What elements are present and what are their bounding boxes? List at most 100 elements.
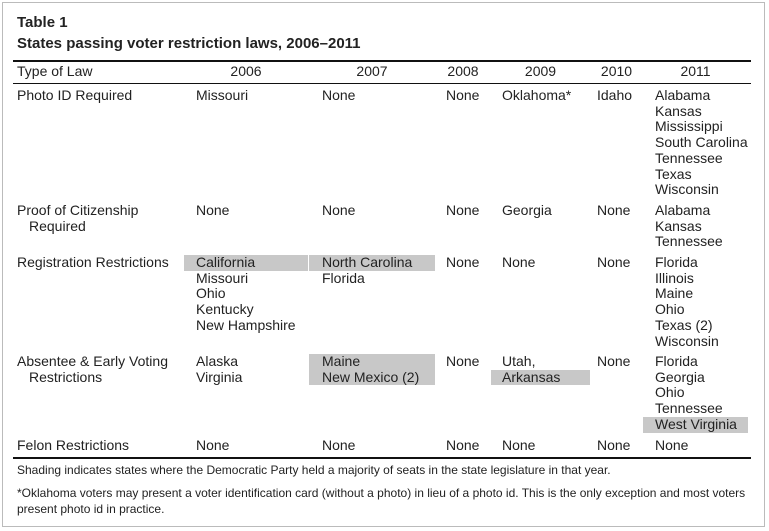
column-header: 2006 — [230, 63, 262, 79]
shaded-entry: North Carolina — [309, 254, 435, 271]
entry: Florida — [655, 353, 698, 369]
cell: None — [184, 202, 308, 219]
entry: Tennessee — [655, 400, 723, 417]
cell: California Missouri Ohio Kentucky New Hampsh… — [184, 254, 308, 334]
cell: Oklahoma* — [491, 87, 590, 104]
shaded-entry: Maine — [309, 353, 435, 370]
cell: Alaska Virginia — [184, 353, 308, 385]
entry: Alabama — [655, 202, 711, 218]
row-label: Absentee & Early Voting Restrictions — [17, 353, 168, 385]
entry: Kansas — [655, 217, 702, 234]
entry: New Hampshire — [196, 316, 296, 333]
column-header: Type of Law — [17, 63, 93, 79]
entry: Kentucky — [196, 301, 254, 318]
entry: Tennessee — [655, 149, 723, 166]
entry: None — [446, 353, 480, 369]
cell: Utah, Arkansas — [491, 353, 590, 386]
cell: None — [436, 87, 490, 104]
entry: Mississippi — [655, 118, 723, 135]
entry: Tennessee — [655, 233, 723, 250]
entry: Alabama — [655, 87, 711, 103]
column-header: 2007 — [356, 63, 388, 79]
shaded-entry: New Mexico (2) — [309, 369, 435, 386]
note: Shading indicates states where the Democ… — [17, 463, 611, 477]
column-header: 2009 — [524, 63, 557, 79]
cell: None — [309, 437, 435, 454]
cell: Georgia — [491, 202, 590, 219]
entry: None — [597, 202, 631, 218]
bottom-rule — [13, 457, 751, 459]
cell: Missouri — [184, 87, 308, 104]
entry: Ohio — [655, 384, 685, 401]
entry: None — [446, 202, 480, 218]
column-header: 2008 — [447, 63, 479, 79]
entry: Virginia — [196, 368, 243, 385]
row-label: Registration Restrictions — [17, 254, 169, 270]
entry: None — [446, 437, 480, 453]
cell: Idaho — [591, 87, 642, 104]
entry: Illinois — [655, 269, 694, 286]
entry: None — [502, 437, 536, 453]
shaded-entry: Arkansas — [491, 369, 590, 386]
top-rule — [13, 60, 751, 62]
entry: None — [446, 87, 480, 103]
cell: None — [309, 202, 435, 219]
cell: None — [591, 437, 642, 454]
shaded-entry: West Virginia — [643, 416, 748, 433]
entry: Texas (2) — [655, 316, 713, 333]
entry: Florida — [655, 254, 698, 270]
entry: Alaska — [196, 353, 239, 369]
cell: None — [643, 437, 748, 454]
entry: Missouri — [196, 87, 249, 103]
row-label: Photo ID Required — [17, 87, 133, 103]
cell: None — [491, 254, 590, 271]
cell: None — [309, 87, 435, 104]
entry: None — [196, 202, 230, 218]
entry: None — [597, 353, 631, 369]
entry: Georgia — [655, 368, 705, 385]
column-header: 2010 — [600, 63, 633, 79]
cell: None — [436, 202, 490, 219]
cell: Florida Georgia Ohio Tennessee West Virginia — [643, 353, 748, 433]
header-rule — [13, 83, 751, 84]
entry: None — [446, 254, 480, 270]
cell: None — [591, 254, 642, 271]
cell: None — [491, 437, 590, 454]
shaded-entry: California — [184, 254, 308, 271]
entry: Oklahoma* — [502, 87, 572, 103]
entry: Georgia — [502, 202, 552, 218]
cell: None — [591, 353, 642, 370]
entry: None — [597, 437, 631, 453]
table-number: Table 1 — [17, 14, 68, 31]
cell: None — [436, 437, 490, 454]
cell: Florida Illinois Maine Ohio Texas (2) Wiscons… — [643, 254, 748, 349]
cell: Alabama Kansas Tennessee — [643, 202, 748, 250]
entry: None — [597, 254, 631, 270]
cell: None — [184, 437, 308, 454]
row-label: Felon Restrictions — [17, 437, 130, 453]
entry: None — [655, 437, 689, 453]
row-label: Proof of Citizenship Required — [17, 202, 139, 234]
cell: North Carolina Florida — [309, 254, 435, 286]
cell: None — [591, 202, 642, 219]
entry: Utah, — [502, 353, 536, 369]
entry: Wisconsin — [655, 181, 719, 198]
entry: South Carolina — [655, 134, 748, 151]
cell: None — [436, 353, 490, 370]
entry: Maine — [655, 285, 694, 302]
cell: None — [436, 254, 490, 271]
table-title: States passing voter restriction laws, 2… — [17, 35, 361, 52]
cell: Maine New Mexico (2) — [309, 353, 435, 386]
footnote: *Oklahoma voters may present a voter ide… — [17, 486, 746, 516]
entry: None — [322, 87, 356, 103]
entry: None — [322, 437, 356, 453]
entry: Texas — [655, 165, 692, 182]
entry: Idaho — [597, 87, 633, 103]
column-header: 2011 — [680, 63, 711, 79]
entry: None — [502, 254, 536, 270]
cell: Alabama Kansas Mississippi South Carolina Te… — [643, 87, 748, 198]
entry: Wisconsin — [655, 332, 719, 349]
entry: None — [322, 202, 356, 218]
